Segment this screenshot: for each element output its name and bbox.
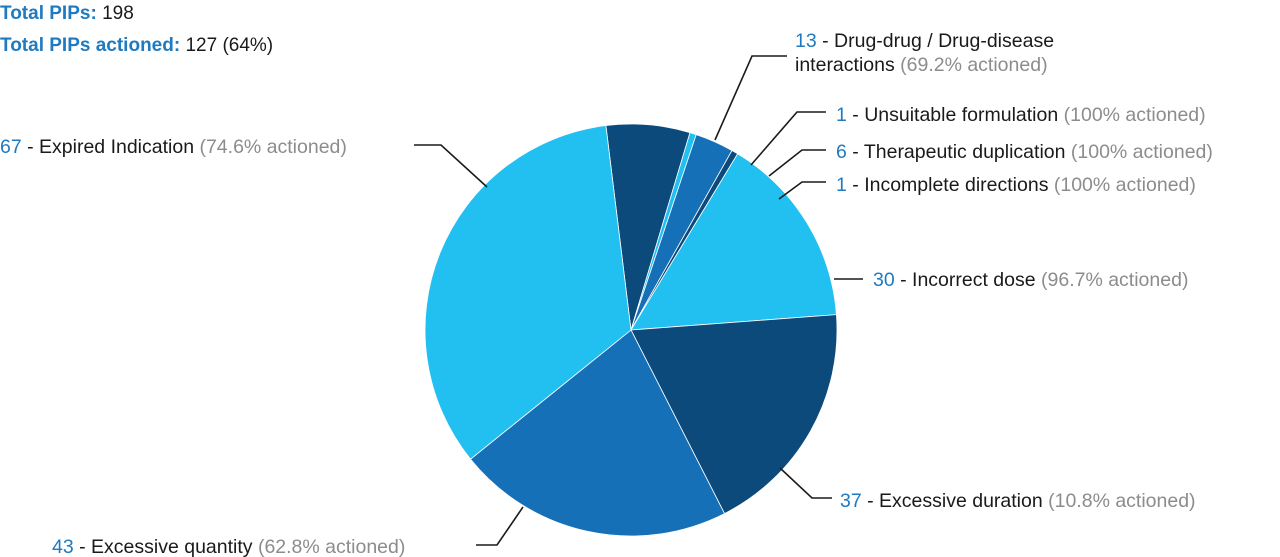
slice-category: - Drug-drug / Drug-disease [817,30,1054,52]
slice-label-3: 6 - Therapeutic duplication (100% action… [836,141,1213,163]
slice-category-continued: interactions [795,54,895,76]
slice-value: 30 [873,269,895,291]
slice-actioned: (74.6% actioned) [194,136,347,158]
slice-actioned: (69.2% actioned) [895,54,1048,76]
total-actioned-label: Total PIPs actioned: [0,35,181,56]
slice-category: - Excessive quantity [74,536,253,557]
slice-actioned: (100% actioned) [1058,104,1205,126]
slice-actioned: (10.8% actioned) [1043,490,1196,512]
total-pips-value: 198 [102,3,134,24]
slice-actioned: (100% actioned) [1048,174,1195,196]
slice-actioned: (62.8% actioned) [253,536,406,557]
leader-line-2 [750,111,826,166]
slice-actioned: (100% actioned) [1065,141,1212,163]
slice-label-5: 30 - Incorrect dose (96.7% actioned) [873,269,1188,291]
slice-value: 6 [836,141,847,163]
slice-value: 1 [836,104,847,126]
slice-category: - Incorrect dose [895,269,1036,291]
slice-label-1: 13 - Drug-drug / Drug-disease interaction… [795,30,1054,76]
leader-line-3 [768,149,826,177]
leader-line-7 [476,506,524,546]
total-actioned-line: Total PIPs actioned: 127 (64%) [0,35,273,57]
slice-value: 67 [0,136,22,158]
leader-line-4 [778,181,826,200]
slice-label-8: 67 - Expired Indication (74.6% actioned) [0,136,347,158]
slice-category: - Excessive duration [862,490,1043,512]
total-actioned-value: 127 (64%) [185,35,274,56]
leader-line-8 [414,144,488,188]
pie-slice-6 [630,314,838,515]
pie-slices [424,123,838,537]
slice-value: 43 [52,536,74,557]
slice-actioned: (96.7% actioned) [1036,269,1189,291]
leader-line-6 [779,467,832,499]
slice-category: - Incomplete directions [847,174,1049,196]
total-pips-label: Total PIPs: [0,3,97,24]
slice-label-6: 37 - Excessive duration (10.8% actioned) [840,490,1196,512]
slice-value: 13 [795,30,817,52]
pie-slice-7 [469,329,726,537]
slice-label-7: 43 - Excessive quantity (62.8% actioned) [52,536,405,557]
slice-category: - Expired Indication [22,136,194,158]
slice-label-4: 1 - Incomplete directions (100% actioned… [836,174,1196,196]
slice-category: - Unsuitable formulation [847,104,1058,126]
slice-category: - Therapeutic duplication [847,141,1066,163]
total-pips-line: Total PIPs: 198 [0,3,134,25]
slice-value: 1 [836,174,847,196]
pie-slice-8 [424,125,632,460]
slice-value: 37 [840,490,862,512]
leader-line-1 [714,55,787,141]
slice-label-2: 1 - Unsuitable formulation (100% actione… [836,104,1206,126]
